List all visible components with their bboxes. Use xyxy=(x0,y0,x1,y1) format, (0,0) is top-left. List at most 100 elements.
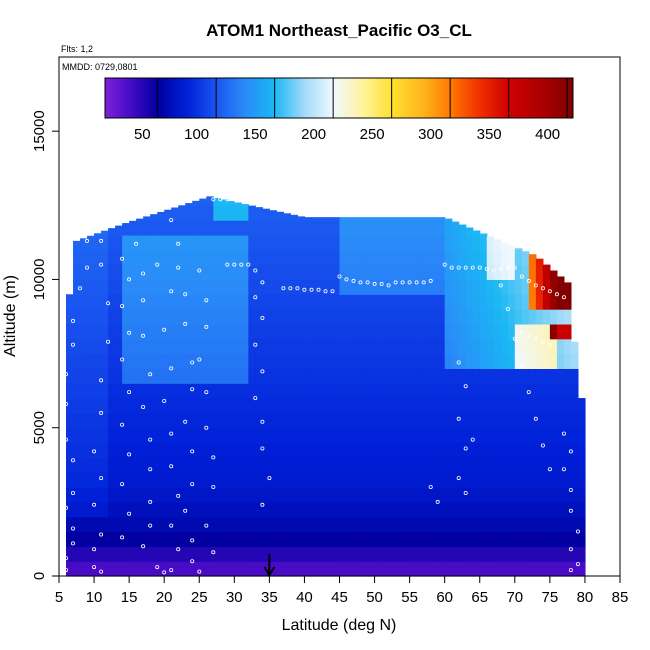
flight-track-point xyxy=(561,467,566,472)
flight-track-point xyxy=(379,281,384,286)
heatmap-cell xyxy=(66,442,74,458)
heatmap-cell xyxy=(129,398,137,414)
heatmap-cell xyxy=(185,220,193,236)
heatmap-cell xyxy=(185,279,193,295)
heatmap-cell xyxy=(87,427,95,444)
heatmap-cell xyxy=(276,501,284,518)
heatmap-cell xyxy=(185,457,193,473)
heatmap-cell xyxy=(241,220,249,236)
heatmap-cell xyxy=(430,353,439,369)
flight-track-point xyxy=(260,315,265,320)
heatmap-cell xyxy=(185,264,193,281)
heatmap-cell xyxy=(122,383,130,399)
heatmap-cell xyxy=(276,383,284,399)
flight-track-point xyxy=(190,559,195,564)
colorbar-swatch xyxy=(411,78,415,118)
heatmap-cell xyxy=(514,368,523,384)
heatmap-cell xyxy=(388,279,397,295)
heatmap-cell xyxy=(472,427,481,444)
heatmap-cell xyxy=(290,427,299,444)
heatmap-cell xyxy=(472,487,481,503)
heatmap-cell xyxy=(549,398,558,414)
x-tick-label: 50 xyxy=(366,589,383,606)
heatmap-cell xyxy=(171,501,179,518)
heatmap-cell xyxy=(311,234,320,251)
heatmap-cell xyxy=(549,412,558,429)
flight-track-point xyxy=(176,241,181,246)
heatmap-cell xyxy=(206,427,214,444)
heatmap-cell xyxy=(164,501,172,518)
heatmap-cell xyxy=(360,487,369,503)
heatmap-cell xyxy=(374,501,383,518)
heatmap-cell xyxy=(339,338,348,355)
heatmap-cell xyxy=(115,472,123,488)
heatmap-cell xyxy=(458,487,467,503)
heatmap-cell xyxy=(388,472,397,488)
heatmap-cell xyxy=(192,279,200,295)
heatmap-cell xyxy=(549,472,558,488)
heatmap-cell xyxy=(136,309,144,325)
heatmap-cell xyxy=(199,501,207,518)
heatmap-cell xyxy=(164,368,172,384)
flight-track-point xyxy=(71,526,76,531)
heatmap-cell xyxy=(360,398,369,414)
heatmap-cell xyxy=(185,383,193,399)
heatmap-cell xyxy=(255,207,263,221)
heatmap-cell xyxy=(493,501,502,518)
heatmap-cell xyxy=(528,457,537,473)
heatmap-cell xyxy=(101,427,109,444)
heatmap-cell xyxy=(479,234,488,251)
heatmap-cell xyxy=(353,368,362,384)
heatmap-cell xyxy=(290,279,299,295)
heatmap-cell xyxy=(563,294,572,310)
colorbar-swatch xyxy=(465,78,469,118)
flight-track-point xyxy=(211,455,216,460)
heatmap-cell xyxy=(199,516,207,533)
heatmap-cell xyxy=(437,217,446,221)
heatmap-cell xyxy=(346,249,355,266)
heatmap-cell xyxy=(458,501,467,518)
flight-track-point xyxy=(92,547,97,552)
heatmap-cell xyxy=(430,501,439,518)
heatmap-cell xyxy=(430,264,439,281)
heatmap-cell xyxy=(122,531,130,547)
heatmap-cell xyxy=(563,353,572,369)
heatmap-cell xyxy=(360,220,369,236)
heatmap-cell xyxy=(304,457,313,473)
heatmap-cell xyxy=(465,249,474,266)
colorbar-swatch xyxy=(549,78,553,118)
heatmap-cell xyxy=(535,383,544,399)
heatmap-cell xyxy=(430,561,439,577)
heatmap-cell xyxy=(542,516,551,533)
colorbar-swatch xyxy=(467,78,471,118)
heatmap-cell xyxy=(353,264,362,281)
colorbar-swatch xyxy=(537,78,541,118)
heatmap-cell xyxy=(423,309,432,325)
heatmap-cell xyxy=(199,457,207,473)
flight-track-point xyxy=(99,410,104,415)
heatmap-cell xyxy=(73,323,81,340)
heatmap-cell xyxy=(283,294,292,310)
heatmap-cell xyxy=(472,546,481,562)
heatmap-cell xyxy=(402,501,411,518)
heatmap-cell xyxy=(262,472,270,488)
heatmap-cell xyxy=(416,501,425,518)
heatmap-cell xyxy=(339,442,348,458)
heatmap-cell xyxy=(80,279,88,295)
heatmap-cell xyxy=(486,249,495,266)
heatmap-cell xyxy=(360,561,369,577)
heatmap-cell xyxy=(430,531,439,547)
heatmap-cell xyxy=(444,487,453,503)
flight-track-point xyxy=(134,241,139,246)
colorbar-swatch xyxy=(168,78,172,118)
colorbar-swatch xyxy=(280,78,284,118)
heatmap-cell xyxy=(122,279,130,295)
heatmap-cell xyxy=(80,309,88,325)
heatmap-cell xyxy=(360,368,369,384)
heatmap-cell xyxy=(346,457,355,473)
heatmap-cell xyxy=(353,487,362,503)
heatmap-cell xyxy=(94,353,102,369)
heatmap-cell xyxy=(94,279,102,295)
heatmap-cell xyxy=(213,561,221,577)
heatmap-cell xyxy=(122,561,130,577)
